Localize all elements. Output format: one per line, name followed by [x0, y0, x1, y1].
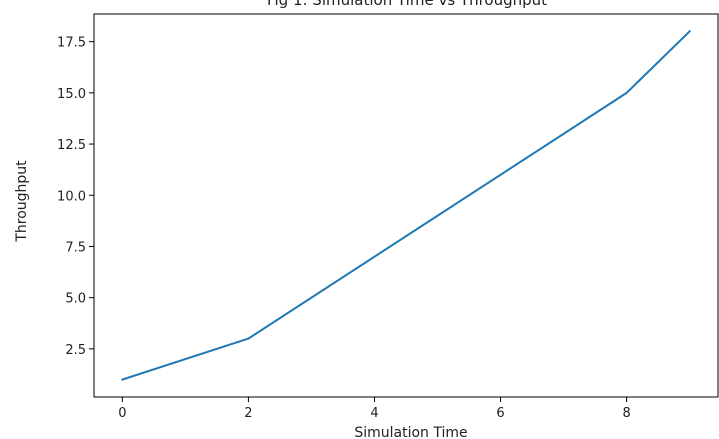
- y-tick-label: 2.5: [65, 343, 86, 358]
- x-tick-label: 0: [118, 406, 126, 421]
- x-axis-title: Simulation Time: [354, 425, 467, 439]
- x-tick-label: 6: [496, 406, 504, 421]
- y-tick-label: 5.0: [65, 292, 86, 307]
- y-tick-label: 10.0: [57, 189, 86, 204]
- y-axis-ticks: 2.5 5.0 7.5 10.0 12.5 15.0 17.5: [57, 36, 94, 358]
- x-tick-label: 4: [370, 406, 378, 421]
- y-tick-label: 17.5: [57, 36, 86, 51]
- y-tick-label: 7.5: [65, 240, 86, 255]
- series-layer: [121, 29, 692, 381]
- chart-title: Fig 1: Simulation Time vs Throughput: [267, 0, 547, 9]
- y-axis-title: Throughput: [14, 160, 30, 243]
- x-tick-label: 2: [244, 406, 252, 421]
- x-axis-ticks: 0 2 4 6 8: [118, 397, 631, 421]
- plot-area-frame: [93, 13, 719, 398]
- series-line: [121, 29, 692, 381]
- y-tick-label: 15.0: [57, 87, 86, 102]
- y-tick-label: 12.5: [57, 138, 86, 153]
- x-tick-label: 8: [622, 406, 630, 421]
